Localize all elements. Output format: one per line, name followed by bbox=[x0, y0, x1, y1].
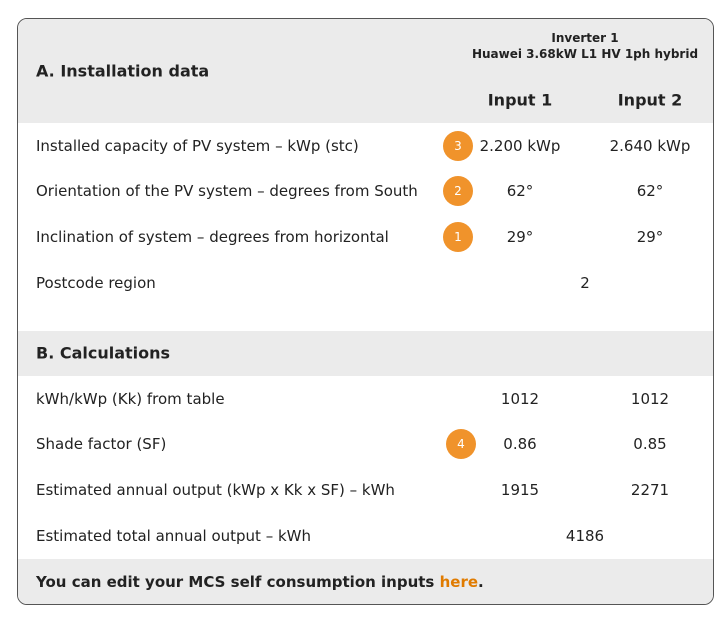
step-badge: 4 bbox=[446, 429, 476, 459]
row-label: Estimated annual output (kWp x Kk x SF) … bbox=[36, 481, 395, 499]
cell-value: 0.86 bbox=[503, 435, 537, 453]
inverter-name: Inverter 1 bbox=[551, 31, 619, 45]
step-badge: 2 bbox=[443, 176, 473, 206]
cell-value: 2271 bbox=[630, 481, 670, 499]
row-label: Estimated total annual output – kWh bbox=[36, 527, 311, 545]
section-b-band bbox=[18, 331, 713, 376]
row-label: Orientation of the PV system – degrees f… bbox=[36, 182, 418, 200]
cell-value: 0.85 bbox=[633, 435, 667, 453]
row-label: Installed capacity of PV system – kWp (s… bbox=[36, 137, 359, 155]
cell-value: 4186 bbox=[565, 527, 605, 545]
inverter-model: Huawei 3.68kW L1 HV 1ph hybrid bbox=[471, 47, 699, 61]
column-header: Input 1 bbox=[487, 90, 553, 110]
row-label: Postcode region bbox=[36, 274, 156, 292]
row-label: Shade factor (SF) bbox=[36, 435, 167, 453]
section-title: B. Calculations bbox=[36, 343, 171, 363]
cell-value: 29° bbox=[506, 228, 534, 246]
cell-value: 2.640 kWp bbox=[609, 137, 691, 155]
cell-value: 62° bbox=[506, 182, 534, 200]
cell-value: 1915 bbox=[500, 481, 540, 499]
edit-link[interactable]: here bbox=[439, 573, 479, 591]
cell-value: 2.200 kWp bbox=[479, 137, 561, 155]
cell-value: 1012 bbox=[500, 390, 540, 408]
cell-value: 62° bbox=[636, 182, 664, 200]
header-band bbox=[18, 19, 713, 123]
cell-value: 29° bbox=[636, 228, 664, 246]
installation-card: Inverter 1 Huawei 3.68kW L1 HV 1ph hybri… bbox=[17, 18, 714, 605]
footer-band bbox=[18, 559, 713, 604]
cell-value: 1012 bbox=[630, 390, 670, 408]
footer-message: You can edit your MCS self consumption i… bbox=[36, 573, 435, 591]
step-badge: 1 bbox=[443, 222, 473, 252]
step-badge: 3 bbox=[443, 131, 473, 161]
section-title: A. Installation data bbox=[36, 61, 210, 81]
column-header: Input 2 bbox=[617, 90, 683, 110]
row-label: Inclination of system – degrees from hor… bbox=[36, 228, 389, 246]
footer-end: . bbox=[478, 573, 484, 591]
footer-text: You can edit your MCS self consumption i… bbox=[36, 573, 484, 591]
cell-value: 2 bbox=[580, 274, 590, 292]
row-label: kWh/kWp (Kk) from table bbox=[36, 390, 225, 408]
